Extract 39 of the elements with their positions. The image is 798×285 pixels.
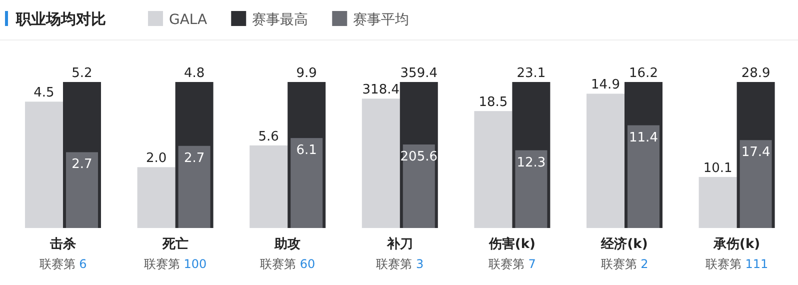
data-label: 5.6 (258, 129, 279, 144)
text: 联赛第 60 (260, 257, 316, 271)
legend-label: 赛事平均 (353, 12, 410, 28)
data-label: 14.9 (591, 78, 620, 93)
data-label: 9.9 (296, 66, 317, 81)
data-label: 6.1 (296, 143, 317, 158)
data-label: 28.9 (741, 66, 770, 81)
text: 联赛第 6 (39, 257, 87, 271)
x-tick-label: 助攻 (274, 237, 301, 252)
text: 联赛第 100 (144, 257, 207, 271)
data-label: 2.0 (146, 151, 167, 166)
data-label: 10.1 (703, 160, 732, 176)
x-tick-label: 伤害(k) (488, 236, 536, 252)
text: 联赛第 3 (376, 257, 424, 271)
data-label: 4.5 (34, 86, 54, 101)
data-label: 12.3 (516, 155, 546, 170)
chart-title: 职业场均对比 (15, 10, 106, 28)
legend-label: 赛事最高 (252, 12, 308, 28)
data-label: 5.2 (72, 66, 92, 81)
x-tick-label: 补刀 (386, 236, 413, 252)
data-label: 359.4 (400, 66, 438, 81)
data-label: 18.5 (478, 95, 508, 110)
data-label: 205.6 (400, 149, 438, 164)
data-label: 2.7 (72, 157, 92, 172)
text: 联赛第 7 (488, 257, 536, 271)
data-label: 23.1 (516, 66, 546, 81)
x-tick-label: 击杀 (49, 236, 76, 252)
x-tick-label: 死亡 (161, 236, 188, 252)
data-label: 2.7 (184, 150, 205, 166)
text: 联赛第 111 (705, 257, 768, 271)
text: 联赛第 2 (600, 257, 648, 271)
data-label: 17.4 (741, 145, 770, 160)
data-label: 11.4 (629, 130, 658, 146)
data-label: 4.8 (184, 66, 205, 81)
x-tick-label: 承伤(k) (712, 237, 760, 252)
data-label: 318.4 (362, 82, 400, 98)
x-tick-label: 经济(k) (600, 236, 648, 252)
legend-label: GALA (169, 12, 208, 28)
data-label: 16.2 (629, 66, 658, 81)
